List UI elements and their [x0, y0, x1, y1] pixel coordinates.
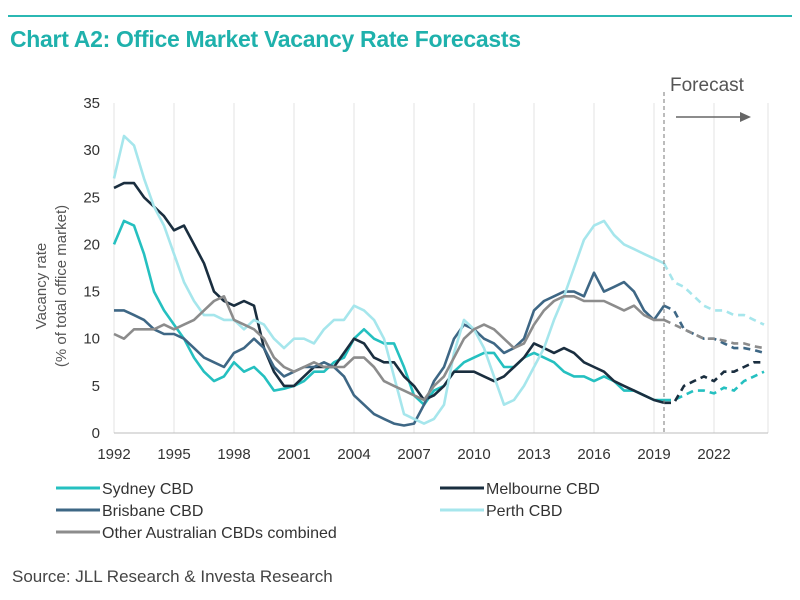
series-line-0	[112, 219, 664, 407]
x-tick-label: 2007	[397, 446, 430, 463]
series-forecast-line-4	[663, 318, 765, 350]
chart-axes: 0 5 10 15 20 25 30 35 1992 1995 1998 2001 2004 2007 20…	[33, 95, 768, 463]
series-forecast-line-0	[664, 370, 765, 402]
y-tick-label: 0	[92, 425, 100, 442]
x-tick-label: 2019	[637, 446, 670, 463]
x-tick-label: 1998	[217, 446, 250, 463]
x-tick-label: 2004	[337, 446, 370, 463]
y-axis-label: Vacancy rate (% of total office market)	[33, 205, 70, 367]
x-tick-label: 2010	[457, 446, 490, 463]
forecast-annotation: Forecast	[663, 75, 751, 433]
chart-canvas: 0 5 10 15 20 25 30 35 1992 1995 1998 2001 2004 2007 20…	[33, 75, 769, 542]
series-forecast-line-1	[664, 360, 764, 405]
x-tick-label: 2001	[277, 446, 310, 463]
y-tick-label: 25	[83, 189, 100, 206]
chart-legend: Sydney CBD Melbourne CBD Brisbane CBD Perth…	[56, 481, 600, 542]
forecast-label: Forecast	[670, 75, 745, 96]
x-tick-label: 2013	[517, 446, 550, 463]
title-rule	[8, 15, 792, 17]
y-tick-label: 20	[83, 236, 100, 253]
series-forecast-line-3	[662, 262, 765, 326]
legend-label: Perth CBD	[486, 503, 562, 520]
x-tick-label: 2016	[577, 446, 610, 463]
series-line-2	[114, 271, 666, 427]
series-line-4	[113, 294, 664, 402]
legend-label: Melbourne CBD	[486, 481, 600, 498]
y-tick-label: 10	[83, 331, 100, 348]
y-tick-label: 30	[83, 142, 100, 159]
forecast-arrow-head	[740, 112, 751, 122]
legend-label: Brisbane CBD	[102, 503, 203, 520]
chart-grid	[113, 103, 769, 433]
chart-series	[112, 134, 765, 427]
x-tick-label: 1995	[157, 446, 190, 463]
legend-label: Sydney CBD	[102, 481, 194, 498]
series-line-3	[112, 134, 665, 425]
x-tick-label: 1992	[97, 446, 130, 463]
series-line-1	[113, 181, 665, 405]
x-tick-label: 2022	[697, 446, 730, 463]
legend-label: Other Australian CBDs combined	[102, 525, 337, 542]
y-tick-label: 15	[83, 284, 100, 301]
source-note: Source: JLL Research & Investa Research	[12, 567, 333, 586]
y-tick-label: 5	[92, 378, 100, 395]
chart-title: Chart A2: Office Market Vacancy Rate For…	[10, 26, 521, 52]
y-tick-label: 35	[83, 95, 100, 112]
